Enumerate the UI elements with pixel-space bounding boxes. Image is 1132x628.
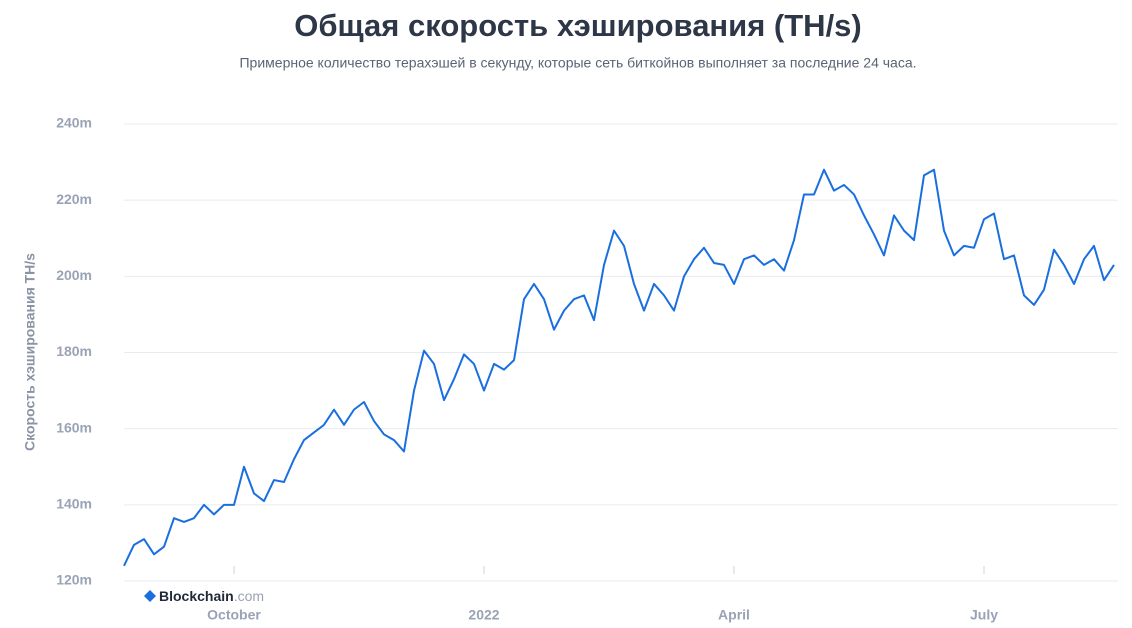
x-tick-label: October xyxy=(207,607,261,623)
x-tick-label: 2022 xyxy=(468,607,499,623)
brand-icon xyxy=(144,590,156,602)
x-tick-label: April xyxy=(718,607,750,623)
chart-subtitle: Примерное количество терахэшей в секунду… xyxy=(239,55,916,71)
y-tick-label: 180m xyxy=(56,343,92,359)
y-tick-label: 120m xyxy=(56,572,92,588)
y-tick-label: 140m xyxy=(56,496,92,512)
brand-name: Blockchain xyxy=(159,588,234,604)
y-axis-label: Скорость хэширования TH/s xyxy=(22,253,38,451)
y-tick-label: 240m xyxy=(56,115,92,131)
chart-title: Общая скорость хэширования (TH/s) xyxy=(294,8,862,43)
brand-suffix: .com xyxy=(234,588,264,604)
brand: Blockchain.com xyxy=(159,588,264,604)
line-series xyxy=(123,168,1115,567)
y-tick-label: 200m xyxy=(56,267,92,283)
y-tick-label: 160m xyxy=(56,419,92,435)
brand-logo: Blockchain.com xyxy=(144,588,264,604)
y-tick-label: 220m xyxy=(56,191,92,207)
x-tick-label: July xyxy=(970,607,998,623)
